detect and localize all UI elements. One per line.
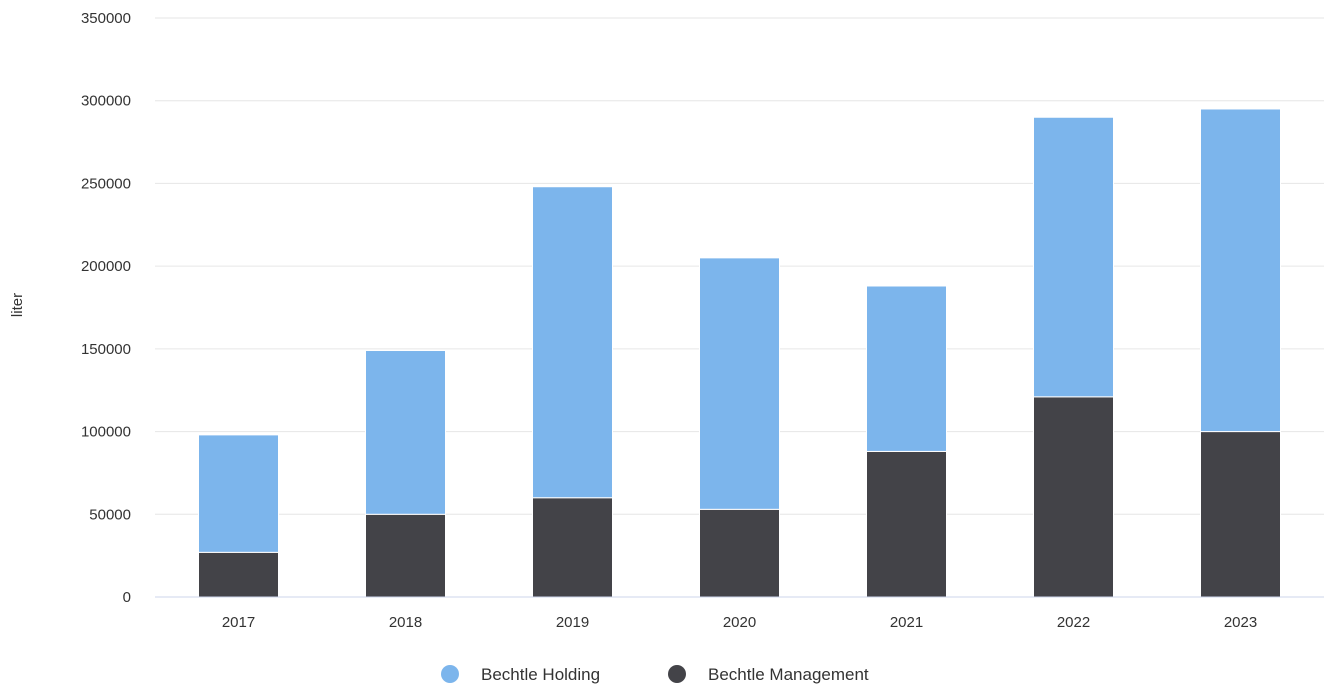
bar-bechtle-management[interactable] (699, 508, 780, 598)
bar-bechtle-management[interactable] (1033, 396, 1114, 598)
x-tick-label: 2019 (556, 614, 589, 631)
y-tick-label: 250000 (81, 175, 131, 192)
bar-bechtle-holding[interactable] (532, 186, 613, 499)
legend-label[interactable]: Bechtle Management (708, 665, 869, 684)
x-tick-label: 2018 (389, 614, 422, 631)
y-axis-ticks: 0 50000 100000 150000 200000 250000 300000 3500… (81, 10, 131, 606)
x-tick-label: 2020 (723, 614, 756, 631)
x-tick-label: 2021 (890, 614, 923, 631)
legend: Bechtle Holding Bechtle Management (441, 665, 869, 684)
legend-label[interactable]: Bechtle Holding (481, 665, 600, 684)
bar-bechtle-holding[interactable] (1033, 116, 1114, 398)
bar-bechtle-holding[interactable] (699, 257, 780, 510)
bar-bechtle-holding[interactable] (866, 285, 947, 452)
y-tick-label: 300000 (81, 93, 131, 110)
legend-marker (441, 665, 459, 683)
bar-bechtle-management[interactable] (866, 450, 947, 598)
bar-bechtle-management[interactable] (198, 551, 279, 598)
y-tick-label: 100000 (81, 424, 131, 441)
bar-bechtle-management[interactable] (365, 513, 446, 598)
bar-bechtle-holding[interactable] (1200, 108, 1281, 433)
bar-bechtle-management[interactable] (532, 497, 613, 598)
y-tick-label: 150000 (81, 341, 131, 358)
x-tick-label: 2023 (1224, 614, 1257, 631)
y-tick-label: 350000 (81, 10, 131, 27)
bar-bechtle-holding[interactable] (198, 434, 279, 553)
x-tick-label: 2017 (222, 614, 255, 631)
y-tick-label: 200000 (81, 258, 131, 275)
bar-bechtle-management[interactable] (1200, 431, 1281, 598)
y-axis-title: liter (9, 293, 26, 317)
y-tick-label: 50000 (89, 506, 131, 523)
legend-marker (668, 665, 686, 683)
x-axis-ticks: 2017 2018 2019 2020 2021 2022 2023 (222, 614, 1257, 631)
bars (198, 108, 1281, 598)
x-tick-label: 2022 (1057, 614, 1090, 631)
y-tick-label: 0 (123, 589, 131, 606)
bar-bechtle-holding[interactable] (365, 350, 446, 515)
